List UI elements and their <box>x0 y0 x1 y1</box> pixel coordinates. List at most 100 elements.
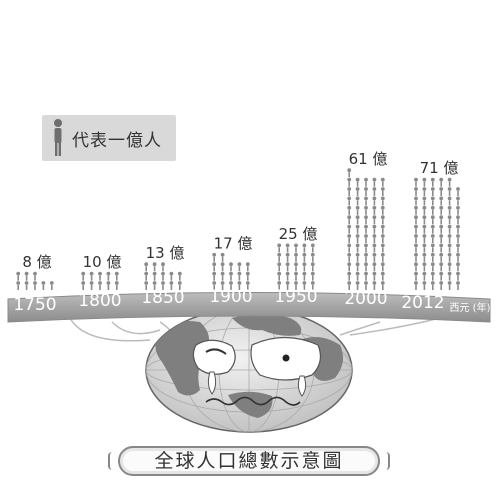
person-mark <box>447 281 452 285</box>
person-mark <box>114 271 119 276</box>
person-mark <box>294 243 298 248</box>
person-mark <box>380 252 385 257</box>
value-label: 17 億 <box>214 234 253 252</box>
person-mark <box>364 177 368 182</box>
person-mark <box>380 243 385 248</box>
bar-1900: 17 億 <box>212 234 252 290</box>
person-mark <box>430 243 435 248</box>
person-mark <box>439 281 444 285</box>
legend: 代表一億人 <box>42 115 176 161</box>
person-mark <box>414 187 418 191</box>
person-mark <box>447 243 452 248</box>
person-mark <box>347 224 352 229</box>
person-mark <box>161 271 165 276</box>
person-mark <box>380 224 385 229</box>
person-mark <box>372 262 377 267</box>
person-mark <box>447 177 452 182</box>
value-label: 71 億 <box>420 159 459 177</box>
person-mark <box>414 281 418 285</box>
person-mark <box>456 281 460 285</box>
value-label: 25 億 <box>279 225 318 243</box>
person-mark <box>430 224 435 229</box>
person-mark <box>430 234 435 238</box>
person-mark <box>364 224 368 229</box>
person-mark <box>347 252 352 257</box>
bar-2000: 61 億 <box>347 150 387 290</box>
person-mark <box>98 281 102 285</box>
person-mark <box>285 243 290 248</box>
person-mark <box>422 234 427 238</box>
person-mark <box>294 252 298 257</box>
year-label: 2012 <box>401 293 444 313</box>
person-mark <box>380 177 385 182</box>
person-mark <box>144 281 149 285</box>
person-mark <box>152 262 157 267</box>
person-mark <box>439 234 444 238</box>
person-mark <box>152 281 157 285</box>
person-mark <box>310 262 315 267</box>
person-mark <box>430 187 435 191</box>
person-mark <box>439 215 444 220</box>
person-mark <box>364 243 368 248</box>
person-mark <box>16 281 21 285</box>
person-mark <box>422 262 427 267</box>
person-mark <box>372 187 377 191</box>
chart-layer: 8 億 1750 10 億 1800 13 億 1850 17 億 1900 25 億 1950 6… <box>13 150 490 315</box>
person-mark <box>237 281 242 285</box>
person-mark <box>212 252 217 257</box>
person-mark <box>294 281 298 285</box>
person-mark <box>16 271 21 276</box>
person-mark <box>414 196 418 201</box>
person-mark <box>439 187 444 191</box>
person-icon <box>54 119 62 156</box>
person-mark <box>229 262 233 267</box>
person-mark <box>285 252 290 257</box>
person-mark <box>364 215 368 220</box>
person-mark <box>277 271 282 276</box>
year-label: 2000 <box>344 289 387 309</box>
person-mark <box>89 271 94 276</box>
crying-face <box>192 336 322 406</box>
person-mark <box>439 224 444 229</box>
bar-1850: 13 億 <box>144 244 184 290</box>
person-mark <box>347 234 352 238</box>
bar-2012: 71 億 <box>414 159 460 290</box>
person-mark <box>245 271 250 276</box>
person-mark <box>456 271 460 276</box>
person-mark <box>161 262 165 267</box>
year-label: 1900 <box>209 287 252 307</box>
person-mark <box>49 281 54 285</box>
person-mark <box>414 234 418 238</box>
bar-1800: 10 億 <box>81 253 121 290</box>
value-label: 10 億 <box>83 253 122 271</box>
person-mark <box>456 205 460 210</box>
person-mark <box>229 281 233 285</box>
person-mark <box>439 205 444 210</box>
person-mark <box>347 177 352 182</box>
person-mark <box>430 196 435 201</box>
value-label: 61 億 <box>349 150 388 168</box>
person-mark <box>372 215 377 220</box>
person-mark <box>302 243 307 248</box>
bar-1950: 25 億 <box>277 225 317 290</box>
person-mark <box>380 205 385 210</box>
person-mark <box>81 271 86 276</box>
person-mark <box>347 243 352 248</box>
person-mark <box>414 215 418 220</box>
person-mark <box>414 252 418 257</box>
person-mark <box>152 271 157 276</box>
person-mark <box>277 252 282 257</box>
person-mark <box>114 281 119 285</box>
person-mark <box>447 224 452 229</box>
person-mark <box>294 271 298 276</box>
person-mark <box>285 281 290 285</box>
person-mark <box>177 281 182 285</box>
person-mark <box>372 243 377 248</box>
person-mark <box>347 205 352 210</box>
person-mark <box>380 262 385 267</box>
person-mark <box>430 271 435 276</box>
person-mark <box>422 281 427 285</box>
person-mark <box>364 252 368 257</box>
person-mark <box>302 252 307 257</box>
person-mark <box>355 177 360 182</box>
